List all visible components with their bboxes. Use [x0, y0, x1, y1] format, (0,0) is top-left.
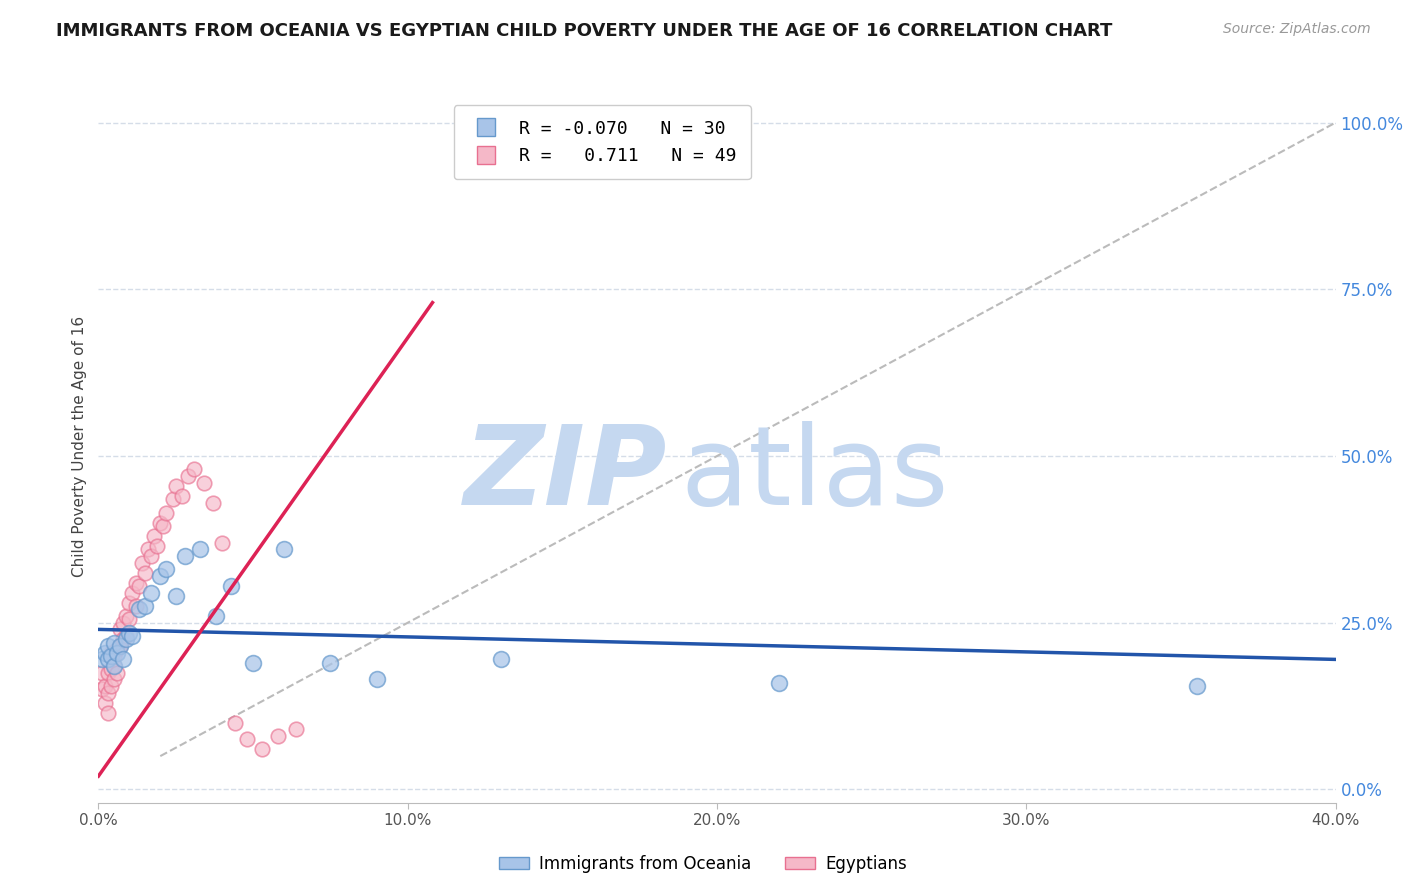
Point: [211, 535, 233, 549]
Text: IMMIGRANTS FROM OCEANIA VS EGYPTIAN CHILD POVERTY UNDER THE AGE OF 16 CORRELATIO: IMMIGRANTS FROM OCEANIA VS EGYPTIAN CHIL…: [56, 22, 1112, 40]
Point: [103, 649, 125, 664]
Point: [155, 506, 177, 520]
Point: [273, 542, 295, 557]
Point: [162, 492, 184, 507]
Point: [170, 489, 193, 503]
Point: [165, 479, 187, 493]
Point: [193, 475, 215, 490]
Point: [366, 673, 388, 687]
Point: [112, 632, 135, 647]
Point: [236, 732, 259, 747]
Point: [90, 665, 112, 680]
Point: [121, 629, 143, 643]
Point: [90, 652, 112, 666]
Point: [93, 646, 115, 660]
Point: [118, 625, 141, 640]
Point: [139, 549, 162, 563]
Text: ZIP: ZIP: [464, 421, 668, 528]
Point: [1185, 679, 1208, 693]
Point: [118, 612, 141, 626]
Point: [768, 675, 790, 690]
Point: [143, 529, 166, 543]
Point: [149, 516, 172, 530]
Point: [131, 556, 153, 570]
Legend: R = -0.070   N = 30, R =   0.711   N = 49: R = -0.070 N = 30, R = 0.711 N = 49: [454, 105, 751, 179]
Point: [146, 539, 169, 553]
Point: [97, 639, 120, 653]
Point: [121, 585, 143, 599]
Point: [93, 679, 115, 693]
Point: [319, 656, 342, 670]
Point: [118, 596, 141, 610]
Point: [267, 729, 290, 743]
Point: [103, 673, 125, 687]
Point: [97, 706, 120, 720]
Text: atlas: atlas: [681, 421, 949, 528]
Point: [139, 585, 162, 599]
Point: [90, 682, 112, 697]
Point: [108, 623, 131, 637]
Point: [115, 609, 138, 624]
Point: [149, 569, 172, 583]
Text: Source: ZipAtlas.com: Source: ZipAtlas.com: [1223, 22, 1371, 37]
Point: [128, 579, 150, 593]
Point: [97, 686, 120, 700]
Point: [97, 665, 120, 680]
Point: [165, 589, 187, 603]
Point: [100, 679, 122, 693]
Point: [103, 636, 125, 650]
Y-axis label: Child Poverty Under the Age of 16: Child Poverty Under the Age of 16: [72, 316, 87, 576]
Point: [136, 542, 159, 557]
Point: [105, 646, 128, 660]
Point: [93, 696, 115, 710]
Point: [183, 462, 205, 476]
Point: [112, 652, 135, 666]
Point: [242, 656, 264, 670]
Point: [100, 646, 122, 660]
Point: [100, 662, 122, 676]
Point: [105, 665, 128, 680]
Point: [489, 652, 512, 666]
Point: [103, 659, 125, 673]
Point: [128, 602, 150, 616]
Point: [124, 599, 146, 613]
Point: [108, 639, 131, 653]
Point: [115, 632, 138, 647]
Point: [105, 642, 128, 657]
Point: [221, 579, 243, 593]
Point: [285, 723, 308, 737]
Point: [177, 469, 200, 483]
Point: [100, 649, 122, 664]
Point: [190, 542, 212, 557]
Point: [124, 575, 146, 590]
Point: [108, 639, 131, 653]
Legend: Immigrants from Oceania, Egyptians: Immigrants from Oceania, Egyptians: [492, 848, 914, 880]
Point: [174, 549, 197, 563]
Point: [201, 496, 224, 510]
Point: [134, 599, 156, 613]
Point: [115, 629, 138, 643]
Point: [112, 615, 135, 630]
Point: [252, 742, 274, 756]
Point: [103, 659, 125, 673]
Point: [224, 715, 246, 730]
Point: [152, 519, 174, 533]
Point: [97, 652, 120, 666]
Point: [205, 609, 228, 624]
Point: [155, 562, 177, 576]
Point: [134, 566, 156, 580]
